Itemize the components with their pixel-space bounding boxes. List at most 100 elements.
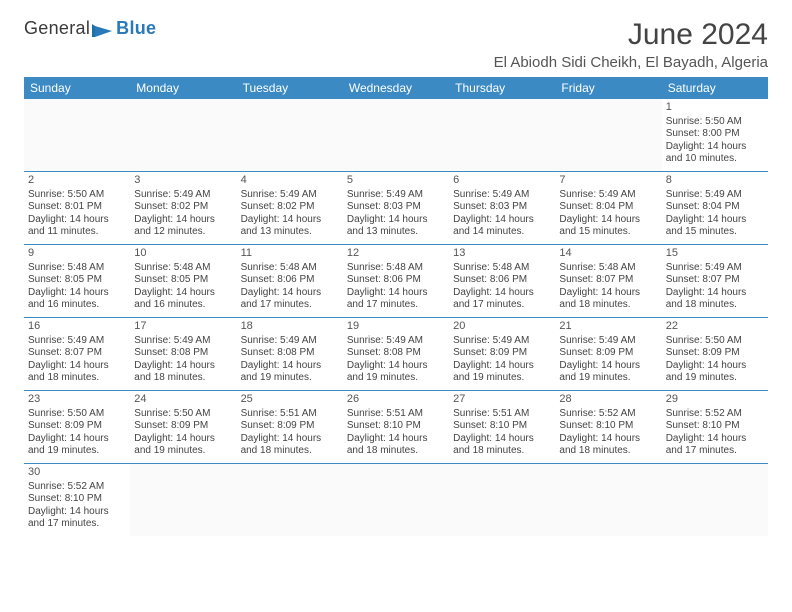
- daylight-line-1: Daylight: 14 hours: [453, 360, 551, 373]
- sunset-line: Sunset: 8:06 PM: [347, 274, 445, 287]
- sunrise-line: Sunrise: 5:48 AM: [134, 262, 232, 275]
- day-number: 4: [241, 174, 339, 188]
- daylight-line-2: and 19 minutes.: [28, 445, 126, 458]
- sunset-line: Sunset: 8:10 PM: [28, 493, 126, 506]
- sunset-line: Sunset: 8:08 PM: [241, 347, 339, 360]
- day-number: 30: [28, 466, 126, 480]
- day-number: 23: [28, 393, 126, 407]
- sunset-line: Sunset: 8:03 PM: [347, 201, 445, 214]
- daylight-line-2: and 15 minutes.: [666, 226, 764, 239]
- day-number: 20: [453, 320, 551, 334]
- sunrise-line: Sunrise: 5:50 AM: [666, 335, 764, 348]
- calendar-cell-empty: [449, 464, 555, 536]
- day-number: 10: [134, 247, 232, 261]
- calendar-cell: 15Sunrise: 5:49 AMSunset: 8:07 PMDayligh…: [662, 245, 768, 317]
- sunset-line: Sunset: 8:08 PM: [347, 347, 445, 360]
- daylight-line-2: and 13 minutes.: [241, 226, 339, 239]
- sunset-line: Sunset: 8:04 PM: [666, 201, 764, 214]
- daylight-line-2: and 16 minutes.: [134, 299, 232, 312]
- daylight-line-2: and 18 minutes.: [559, 445, 657, 458]
- calendar-cell: 4Sunrise: 5:49 AMSunset: 8:02 PMDaylight…: [237, 172, 343, 244]
- calendar-cell: 23Sunrise: 5:50 AMSunset: 8:09 PMDayligh…: [24, 391, 130, 463]
- calendar-cell-empty: [449, 99, 555, 171]
- calendar-cell: 18Sunrise: 5:49 AMSunset: 8:08 PMDayligh…: [237, 318, 343, 390]
- daylight-line-2: and 17 minutes.: [453, 299, 551, 312]
- daylight-line-2: and 13 minutes.: [347, 226, 445, 239]
- calendar-cell: 20Sunrise: 5:49 AMSunset: 8:09 PMDayligh…: [449, 318, 555, 390]
- daylight-line-2: and 11 minutes.: [28, 226, 126, 239]
- daylight-line-2: and 10 minutes.: [666, 153, 764, 166]
- day-number: 25: [241, 393, 339, 407]
- daylight-line-1: Daylight: 14 hours: [28, 433, 126, 446]
- daylight-line-1: Daylight: 14 hours: [453, 214, 551, 227]
- daylight-line-2: and 14 minutes.: [453, 226, 551, 239]
- calendar-body: 1Sunrise: 5:50 AMSunset: 8:00 PMDaylight…: [24, 99, 768, 536]
- calendar-cell-empty: [662, 464, 768, 536]
- day-header: Friday: [555, 77, 661, 99]
- daylight-line-1: Daylight: 14 hours: [666, 287, 764, 300]
- daylight-line-1: Daylight: 14 hours: [347, 214, 445, 227]
- daylight-line-1: Daylight: 14 hours: [453, 287, 551, 300]
- sunset-line: Sunset: 8:07 PM: [559, 274, 657, 287]
- day-header: Saturday: [662, 77, 768, 99]
- day-number: 26: [347, 393, 445, 407]
- day-header: Thursday: [449, 77, 555, 99]
- daylight-line-1: Daylight: 14 hours: [666, 214, 764, 227]
- day-number: 6: [453, 174, 551, 188]
- sunrise-line: Sunrise: 5:49 AM: [559, 335, 657, 348]
- daylight-line-1: Daylight: 14 hours: [241, 360, 339, 373]
- day-number: 14: [559, 247, 657, 261]
- daylight-line-1: Daylight: 14 hours: [134, 360, 232, 373]
- sunrise-line: Sunrise: 5:50 AM: [28, 408, 126, 421]
- calendar-cell: 28Sunrise: 5:52 AMSunset: 8:10 PMDayligh…: [555, 391, 661, 463]
- calendar-cell: 1Sunrise: 5:50 AMSunset: 8:00 PMDaylight…: [662, 99, 768, 171]
- sunset-line: Sunset: 8:01 PM: [28, 201, 126, 214]
- daylight-line-1: Daylight: 14 hours: [134, 214, 232, 227]
- sunrise-line: Sunrise: 5:49 AM: [666, 262, 764, 275]
- logo: General Blue: [24, 18, 156, 39]
- sunset-line: Sunset: 8:09 PM: [28, 420, 126, 433]
- day-number: 2: [28, 174, 126, 188]
- sunrise-line: Sunrise: 5:52 AM: [28, 481, 126, 494]
- daylight-line-1: Daylight: 14 hours: [559, 360, 657, 373]
- daylight-line-1: Daylight: 14 hours: [347, 360, 445, 373]
- calendar-cell: 14Sunrise: 5:48 AMSunset: 8:07 PMDayligh…: [555, 245, 661, 317]
- calendar-cell: 16Sunrise: 5:49 AMSunset: 8:07 PMDayligh…: [24, 318, 130, 390]
- daylight-line-1: Daylight: 14 hours: [559, 287, 657, 300]
- sunset-line: Sunset: 8:07 PM: [666, 274, 764, 287]
- day-number: 22: [666, 320, 764, 334]
- calendar-week: 16Sunrise: 5:49 AMSunset: 8:07 PMDayligh…: [24, 318, 768, 391]
- calendar-cell: 19Sunrise: 5:49 AMSunset: 8:08 PMDayligh…: [343, 318, 449, 390]
- day-number: 5: [347, 174, 445, 188]
- calendar-week: 23Sunrise: 5:50 AMSunset: 8:09 PMDayligh…: [24, 391, 768, 464]
- calendar-cell-empty: [555, 464, 661, 536]
- calendar-week: 2Sunrise: 5:50 AMSunset: 8:01 PMDaylight…: [24, 172, 768, 245]
- day-number: 15: [666, 247, 764, 261]
- day-number: 18: [241, 320, 339, 334]
- sunset-line: Sunset: 8:05 PM: [28, 274, 126, 287]
- daylight-line-1: Daylight: 14 hours: [241, 433, 339, 446]
- calendar-cell: 9Sunrise: 5:48 AMSunset: 8:05 PMDaylight…: [24, 245, 130, 317]
- calendar-cell: 5Sunrise: 5:49 AMSunset: 8:03 PMDaylight…: [343, 172, 449, 244]
- day-number: 28: [559, 393, 657, 407]
- logo-text-blue: Blue: [116, 18, 156, 39]
- calendar-cell-empty: [130, 464, 236, 536]
- daylight-line-2: and 19 minutes.: [666, 372, 764, 385]
- title-block: June 2024 El Abiodh Sidi Cheikh, El Baya…: [494, 18, 768, 71]
- day-number: 24: [134, 393, 232, 407]
- calendar-cell: 25Sunrise: 5:51 AMSunset: 8:09 PMDayligh…: [237, 391, 343, 463]
- sunrise-line: Sunrise: 5:49 AM: [241, 189, 339, 202]
- daylight-line-2: and 19 minutes.: [559, 372, 657, 385]
- calendar-cell: 7Sunrise: 5:49 AMSunset: 8:04 PMDaylight…: [555, 172, 661, 244]
- daylight-line-2: and 18 minutes.: [347, 445, 445, 458]
- sunset-line: Sunset: 8:06 PM: [241, 274, 339, 287]
- sunset-line: Sunset: 8:00 PM: [666, 128, 764, 141]
- daylight-line-1: Daylight: 14 hours: [453, 433, 551, 446]
- day-number: 11: [241, 247, 339, 261]
- sunset-line: Sunset: 8:10 PM: [453, 420, 551, 433]
- day-number: 17: [134, 320, 232, 334]
- calendar-cell: 12Sunrise: 5:48 AMSunset: 8:06 PMDayligh…: [343, 245, 449, 317]
- sunrise-line: Sunrise: 5:50 AM: [134, 408, 232, 421]
- calendar-cell: 11Sunrise: 5:48 AMSunset: 8:06 PMDayligh…: [237, 245, 343, 317]
- calendar-cell: 10Sunrise: 5:48 AMSunset: 8:05 PMDayligh…: [130, 245, 236, 317]
